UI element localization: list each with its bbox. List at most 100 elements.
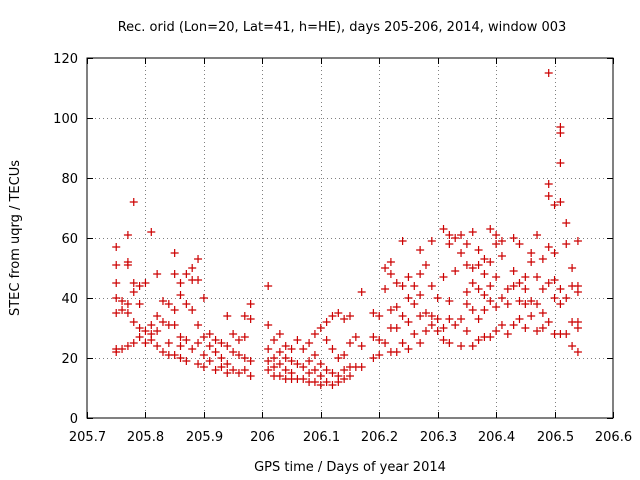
data-point xyxy=(153,312,162,320)
data-point xyxy=(556,198,565,206)
data-point xyxy=(205,330,214,338)
x-tick-labels: 205.7 205.8 205.9 206 206.1 206.2 206.3 206.4 20… xyxy=(69,430,632,445)
data-point xyxy=(527,258,536,266)
data-point xyxy=(445,297,454,305)
data-point xyxy=(334,309,343,317)
data-point xyxy=(310,366,319,374)
data-point xyxy=(556,300,565,308)
data-point xyxy=(118,345,127,353)
data-point xyxy=(369,309,378,317)
data-point xyxy=(240,366,249,374)
data-point xyxy=(118,306,127,314)
data-point xyxy=(357,342,366,350)
data-point xyxy=(369,354,378,362)
data-point xyxy=(538,309,547,317)
data-point xyxy=(118,297,127,305)
data-point xyxy=(386,258,395,266)
data-point xyxy=(386,270,395,278)
data-point xyxy=(533,300,542,308)
data-point xyxy=(421,309,430,317)
data-point xyxy=(550,249,559,257)
data-point xyxy=(170,351,179,359)
data-point xyxy=(270,354,279,362)
data-point xyxy=(199,294,208,302)
data-point xyxy=(573,237,582,245)
data-point xyxy=(421,261,430,269)
data-point xyxy=(433,315,442,323)
data-point xyxy=(474,315,483,323)
data-point xyxy=(123,231,132,239)
data-point xyxy=(287,345,296,353)
data-point xyxy=(503,300,512,308)
data-point xyxy=(515,240,524,248)
data-point xyxy=(316,360,325,368)
data-point xyxy=(375,351,384,359)
data-point xyxy=(433,327,442,335)
data-point xyxy=(275,360,284,368)
data-point xyxy=(392,348,401,356)
data-point xyxy=(340,351,349,359)
data-point xyxy=(299,363,308,371)
data-point xyxy=(544,69,553,77)
data-point xyxy=(509,267,518,275)
data-point xyxy=(521,324,530,332)
data-point xyxy=(234,369,243,377)
data-point xyxy=(328,312,337,320)
data-point xyxy=(316,372,325,380)
data-point xyxy=(264,357,273,365)
data-point xyxy=(480,255,489,263)
data-point xyxy=(334,354,343,362)
data-point xyxy=(550,276,559,284)
data-point xyxy=(480,291,489,299)
data-point xyxy=(123,342,132,350)
data-point xyxy=(223,369,232,377)
y-tick-label: 40 xyxy=(61,292,78,307)
data-point xyxy=(562,330,571,338)
x-tick-label: 205.7 xyxy=(69,430,106,445)
data-point xyxy=(521,300,530,308)
data-point xyxy=(223,312,232,320)
data-point xyxy=(211,348,220,356)
data-point xyxy=(199,333,208,341)
data-point xyxy=(211,336,220,344)
data-point xyxy=(439,225,448,233)
data-point xyxy=(199,351,208,359)
data-point xyxy=(112,309,121,317)
data-point xyxy=(112,261,121,269)
data-point xyxy=(340,366,349,374)
data-point xyxy=(457,342,466,350)
data-point xyxy=(462,327,471,335)
data-point xyxy=(170,270,179,278)
data-point xyxy=(486,297,495,305)
data-point xyxy=(544,318,553,326)
data-point xyxy=(281,354,290,362)
data-point xyxy=(398,237,407,245)
data-point xyxy=(468,342,477,350)
data-point xyxy=(229,330,238,338)
data-point xyxy=(112,279,121,287)
data-point xyxy=(550,201,559,209)
data-point xyxy=(480,270,489,278)
data-point xyxy=(544,192,553,200)
data-point xyxy=(527,297,536,305)
data-point xyxy=(264,282,273,290)
data-point xyxy=(176,279,185,287)
data-point xyxy=(398,339,407,347)
data-point xyxy=(451,321,460,329)
data-point xyxy=(112,348,121,356)
data-point xyxy=(141,339,150,347)
y-tick-label: 80 xyxy=(61,172,78,187)
data-point xyxy=(486,333,495,341)
data-point xyxy=(462,240,471,248)
x-tick-label: 205.8 xyxy=(127,430,164,445)
data-point xyxy=(521,273,530,281)
data-point xyxy=(515,315,524,323)
data-point xyxy=(486,225,495,233)
data-point xyxy=(229,366,238,374)
data-point xyxy=(264,366,273,374)
data-point xyxy=(229,348,238,356)
data-point xyxy=(217,354,226,362)
data-point xyxy=(427,237,436,245)
data-point xyxy=(112,294,121,302)
data-point xyxy=(404,294,413,302)
